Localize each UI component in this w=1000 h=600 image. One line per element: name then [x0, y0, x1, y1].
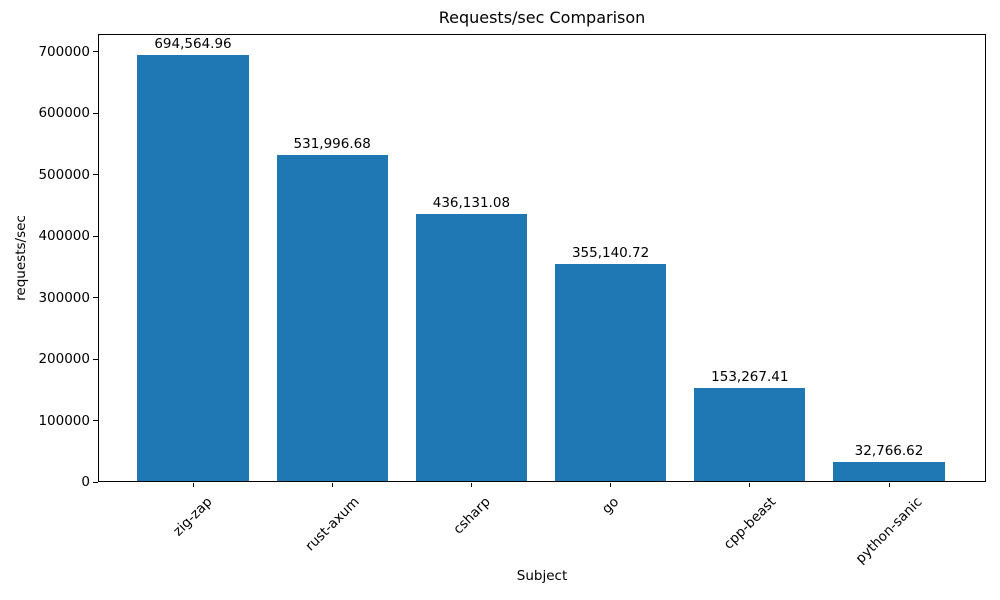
x-tick-label-python-sanic: python-sanic	[852, 494, 926, 567]
bar-rust-axum	[276, 155, 388, 482]
bar-value-label: 355,140.72	[571, 244, 650, 261]
y-tick-mark	[93, 358, 98, 360]
x-tick-label-zig-zap: zig-zap	[170, 494, 216, 540]
y-tick-label: 600000	[38, 105, 90, 122]
bar-zig-zap	[137, 55, 249, 482]
bar-go	[554, 263, 667, 482]
y-tick-mark	[93, 51, 98, 53]
bar-value-label: 32,766.62	[854, 442, 924, 459]
y-tick-mark	[93, 174, 98, 176]
y-tick-mark	[93, 235, 98, 237]
y-tick-label: 700000	[38, 43, 90, 60]
x-axis-label: Subject	[516, 568, 568, 584]
x-tick-label-rust-axum: rust-axum	[302, 494, 363, 555]
bar-value-label: 436,131.08	[432, 195, 511, 212]
chart-title: Requests/sec Comparison	[438, 8, 646, 27]
y-tick-label: 200000	[38, 351, 90, 368]
x-tick-label-go: go	[598, 494, 623, 518]
y-tick-label: 300000	[38, 289, 90, 306]
bar-value-label: 153,267.41	[711, 368, 789, 385]
y-tick-label: 0	[81, 474, 90, 490]
x-tick-label-csharp: csharp	[449, 494, 494, 538]
y-tick-label: 100000	[38, 412, 90, 429]
y-tick-label: 500000	[38, 166, 90, 183]
bar-value-label: 694,564.96	[154, 36, 232, 53]
y-tick-mark	[93, 481, 98, 483]
y-tick-mark	[93, 112, 98, 114]
bar-value-label: 531,996.68	[293, 136, 371, 153]
y-tick-label: 400000	[38, 228, 90, 245]
bar-cpp-beast	[694, 387, 806, 482]
bar-csharp	[415, 214, 528, 482]
x-tick-mark	[331, 483, 333, 487]
x-tick-mark	[470, 483, 472, 487]
x-tick-label-cpp-beast: cpp-beast	[720, 494, 780, 553]
x-tick-mark	[610, 483, 612, 487]
bar-python-sanic	[833, 461, 945, 482]
x-tick-mark	[192, 483, 194, 487]
y-tick-mark	[93, 297, 98, 299]
y-tick-mark	[93, 420, 98, 422]
x-tick-mark	[888, 483, 890, 487]
x-tick-mark	[749, 483, 751, 487]
